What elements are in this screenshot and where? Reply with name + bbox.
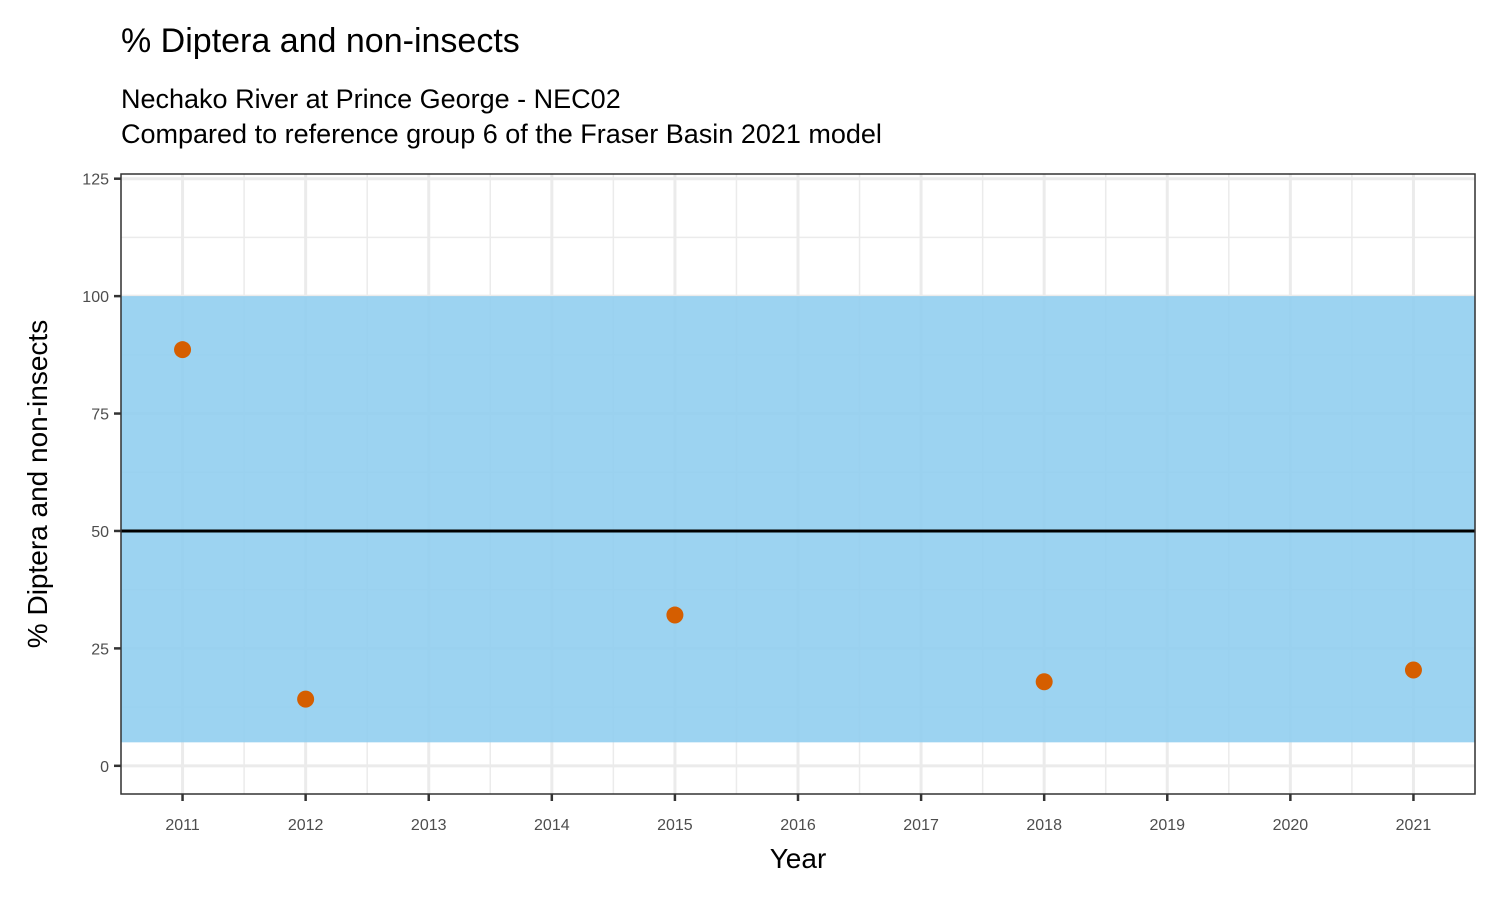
y-tick-label: 100 xyxy=(82,289,109,306)
x-tick-label: 2016 xyxy=(780,817,816,834)
data-point xyxy=(1404,661,1422,679)
data-point xyxy=(174,341,192,359)
y-tick-label: 75 xyxy=(91,407,109,424)
y-tick-label: 125 xyxy=(82,172,109,189)
y-tick-label: 50 xyxy=(91,524,109,541)
chart-subtitle-2: Compared to reference group 6 of the Fra… xyxy=(121,119,882,149)
x-axis-label: Year xyxy=(770,843,827,874)
y-tick-label: 25 xyxy=(91,641,109,658)
x-tick-label: 2015 xyxy=(657,817,693,834)
y-axis-label: % Diptera and non-insects xyxy=(22,320,53,648)
x-tick-label: 2013 xyxy=(411,817,447,834)
x-tick-label: 2012 xyxy=(288,817,324,834)
plot-area: 2011 2012 2013 2014 2015 2016 2017 2018 2019 2020… xyxy=(82,172,1476,834)
x-tick-label: 2019 xyxy=(1149,817,1185,834)
data-point xyxy=(1035,673,1053,691)
chart-title: % Diptera and non-insects xyxy=(121,22,520,60)
chart-subtitle-1: Nechako River at Prince George - NEC02 xyxy=(121,84,621,114)
y-tick-label: 0 xyxy=(100,759,109,776)
x-tick-label: 2020 xyxy=(1273,817,1309,834)
x-tick-label: 2011 xyxy=(165,817,200,834)
data-point xyxy=(666,606,684,624)
reference-band xyxy=(121,296,1475,743)
data-point xyxy=(297,690,315,708)
x-tick-label: 2017 xyxy=(903,817,939,834)
x-tick-label: 2014 xyxy=(534,817,570,834)
x-tick-label: 2021 xyxy=(1396,817,1432,834)
x-tick-label: 2018 xyxy=(1026,817,1062,834)
